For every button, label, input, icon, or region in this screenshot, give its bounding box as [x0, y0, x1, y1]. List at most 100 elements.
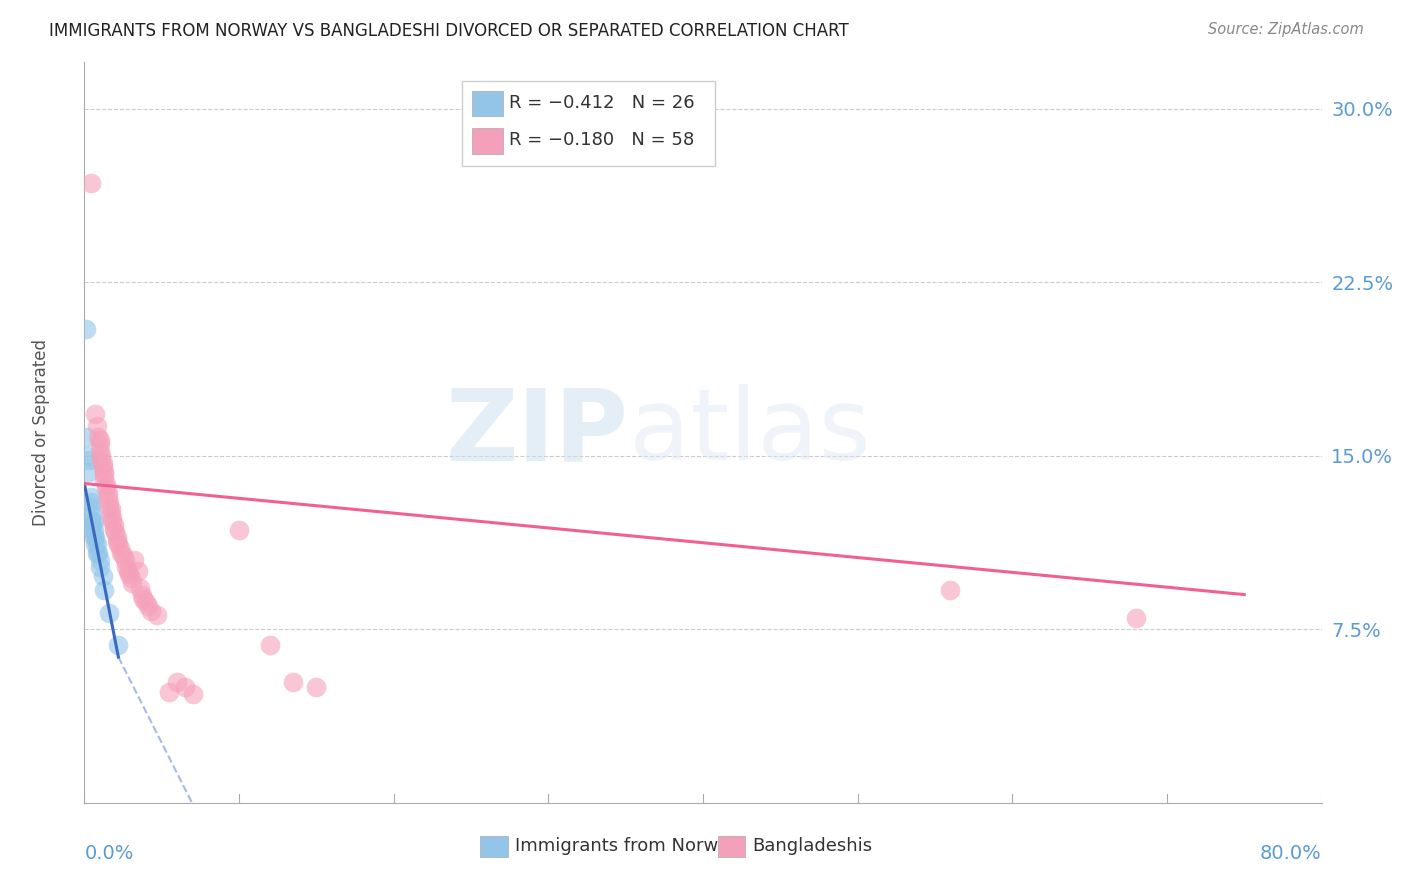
Point	[82, 514, 104, 528]
Text: R = −0.412   N = 26: R = −0.412 N = 26	[509, 95, 695, 112]
Point	[117, 565, 139, 579]
Text: IMMIGRANTS FROM NORWAY VS BANGLADESHI DIVORCED OR SEPARATED CORRELATION CHART: IMMIGRANTS FROM NORWAY VS BANGLADESHI DI…	[49, 22, 849, 40]
Point	[101, 514, 124, 528]
Bar	[471, 91, 502, 117]
Point	[103, 518, 125, 533]
Point	[103, 523, 125, 537]
Point	[87, 546, 110, 560]
Point	[146, 608, 169, 623]
Point	[86, 418, 108, 433]
Point	[115, 559, 138, 574]
Point	[120, 571, 142, 585]
Point	[91, 456, 114, 470]
Point	[107, 536, 129, 550]
Text: Source: ZipAtlas.com: Source: ZipAtlas.com	[1208, 22, 1364, 37]
Point	[259, 639, 281, 653]
Point	[129, 581, 152, 595]
Point	[91, 460, 114, 475]
Point	[159, 685, 180, 699]
Point	[77, 465, 100, 479]
Point	[79, 500, 101, 514]
Text: 80.0%: 80.0%	[1260, 845, 1322, 863]
Text: R = −0.180   N = 58: R = −0.180 N = 58	[509, 131, 695, 149]
Bar	[481, 836, 508, 857]
Point	[87, 430, 110, 444]
Point	[83, 514, 105, 528]
Point	[135, 594, 157, 608]
Point	[89, 559, 111, 574]
Point	[82, 518, 104, 533]
Point	[131, 588, 153, 602]
Point	[112, 548, 135, 562]
Text: Divorced or Separated: Divorced or Separated	[32, 339, 51, 526]
Point	[90, 453, 112, 467]
Point	[94, 481, 117, 495]
Point	[93, 465, 115, 479]
Text: atlas: atlas	[628, 384, 870, 481]
FancyBboxPatch shape	[461, 81, 716, 166]
Point	[107, 639, 129, 653]
Point	[108, 541, 131, 556]
Point	[100, 502, 122, 516]
Point	[104, 525, 127, 540]
Point	[89, 553, 111, 567]
Point	[305, 680, 328, 694]
Text: 0.0%: 0.0%	[84, 845, 134, 863]
Point	[121, 576, 143, 591]
Point	[105, 534, 128, 549]
Point	[79, 495, 101, 509]
Point	[83, 523, 105, 537]
Point	[94, 476, 117, 491]
Point	[91, 569, 114, 583]
Point	[118, 566, 141, 581]
Bar	[471, 128, 502, 153]
Point	[86, 546, 108, 560]
Point	[228, 523, 250, 537]
Point	[139, 604, 162, 618]
Point	[100, 507, 122, 521]
Point	[89, 437, 111, 451]
Point	[98, 606, 121, 620]
Point	[86, 536, 108, 550]
Point	[93, 467, 115, 482]
Point	[93, 582, 115, 597]
Point	[98, 495, 121, 509]
Point	[127, 565, 149, 579]
Point	[281, 675, 305, 690]
Point	[174, 680, 197, 694]
Point	[82, 523, 104, 537]
Point	[79, 176, 101, 190]
Text: Bangladeshis: Bangladeshis	[752, 838, 873, 855]
Point	[90, 449, 112, 463]
Point	[96, 485, 118, 500]
Point	[82, 507, 104, 521]
Point	[89, 444, 111, 458]
Point	[110, 546, 132, 560]
Point	[132, 592, 155, 607]
Point	[84, 407, 107, 421]
Point	[76, 430, 98, 444]
Point	[79, 491, 101, 505]
Point	[105, 530, 128, 544]
Text: ZIP: ZIP	[446, 384, 628, 481]
Point	[96, 491, 118, 505]
Point	[84, 536, 107, 550]
Point	[84, 530, 107, 544]
Point	[93, 472, 115, 486]
Bar	[718, 836, 745, 857]
Text: Immigrants from Norway: Immigrants from Norway	[515, 838, 740, 855]
Point	[166, 675, 188, 690]
Point	[939, 582, 962, 597]
Point	[77, 453, 100, 467]
Point	[76, 449, 98, 463]
Point	[83, 530, 105, 544]
Point	[101, 511, 124, 525]
Point	[136, 599, 159, 614]
Point	[114, 553, 136, 567]
Point	[181, 687, 204, 701]
Point	[75, 321, 97, 335]
Point	[98, 500, 121, 514]
Point	[122, 553, 145, 567]
Point	[1125, 610, 1147, 624]
Point	[89, 433, 111, 447]
